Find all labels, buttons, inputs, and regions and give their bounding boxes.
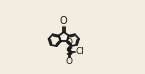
- Text: O: O: [66, 38, 73, 47]
- Text: Cl: Cl: [75, 47, 84, 56]
- Text: O: O: [60, 16, 68, 26]
- Text: S: S: [65, 47, 73, 57]
- Text: O: O: [66, 57, 73, 66]
